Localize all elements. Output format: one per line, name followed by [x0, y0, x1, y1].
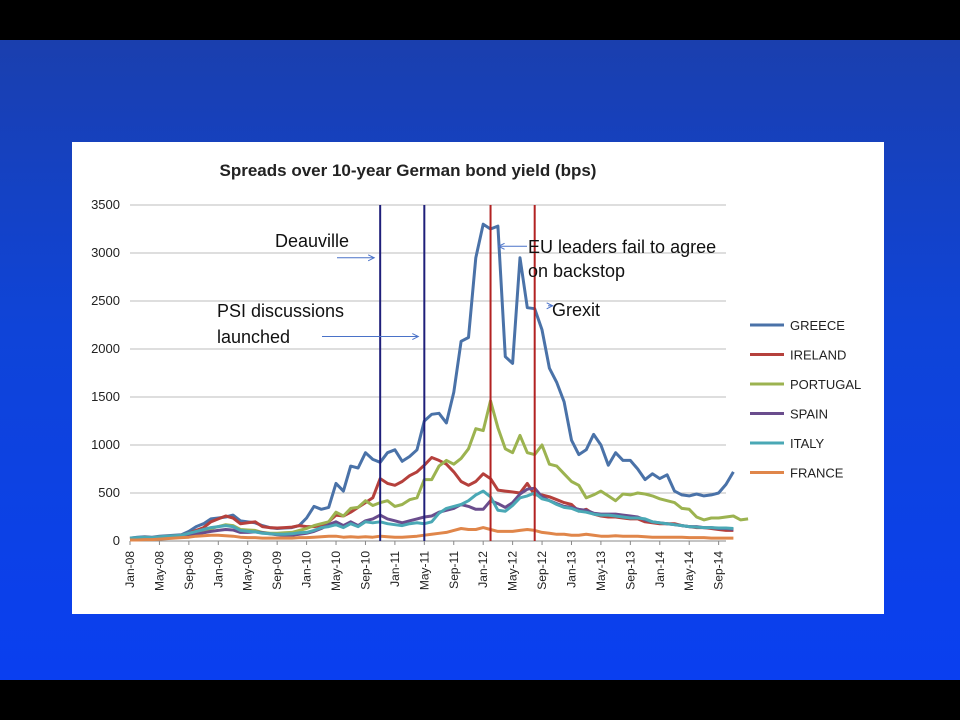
annotation-arrow-psi-head — [412, 333, 420, 340]
x-tick-label: May-10 — [329, 551, 343, 591]
y-tick-label: 2500 — [91, 293, 120, 308]
y-tick-label: 500 — [98, 485, 120, 500]
x-tick-label: Jan-13 — [564, 551, 578, 588]
x-tick-label: Sep-12 — [535, 551, 549, 590]
x-tick-label: Sep-08 — [182, 551, 196, 590]
y-tick-label: 3000 — [91, 245, 120, 260]
x-tick-label: Jan-11 — [388, 551, 402, 587]
x-tick-label: May-08 — [152, 551, 166, 591]
slide-background: Spreads over 10-year German bond yield (… — [0, 40, 960, 680]
x-tick-label: May-14 — [682, 551, 696, 591]
x-tick-label: Jan-12 — [476, 551, 490, 588]
annotation-psi: PSI discussions — [217, 301, 344, 321]
line-chart: Spreads over 10-year German bond yield (… — [91, 161, 861, 591]
annotation-eu-leaders: EU leaders fail to agree — [528, 237, 716, 257]
annotation-arrow-eu-head — [497, 242, 505, 250]
x-tick-label: Sep-11 — [447, 551, 461, 589]
x-tick-label: May-09 — [241, 551, 255, 591]
y-tick-label: 0 — [113, 533, 120, 548]
y-tick-label: 1000 — [91, 437, 120, 452]
legend-label-spain: SPAIN — [790, 407, 828, 422]
x-tick-label: Sep-10 — [358, 551, 372, 590]
chart-title: Spreads over 10-year German bond yield (… — [220, 161, 597, 180]
x-tick-label: May-12 — [506, 551, 520, 591]
y-tick-label: 2000 — [91, 341, 120, 356]
legend-label-italy: ITALY — [790, 436, 825, 451]
annotation-psi-line2: launched — [217, 327, 290, 347]
x-tick-label: May-11 — [417, 551, 431, 590]
series-line-greece — [129, 222, 735, 540]
legend-label-portugal: PORTUGAL — [790, 377, 861, 392]
series-line-italy — [129, 489, 734, 540]
legend-label-greece: GREECE — [790, 318, 845, 333]
annotation-deauville: Deauville — [275, 231, 349, 251]
x-tick-label: Jan-08 — [123, 551, 137, 588]
legend-label-france: FRANCE — [790, 466, 844, 481]
y-tick-label: 1500 — [91, 389, 120, 404]
series-line-spain — [129, 486, 734, 542]
x-tick-label: Sep-09 — [270, 551, 284, 590]
x-tick-label: May-13 — [594, 551, 608, 591]
annotation-eu-leaders-line2: on backstop — [528, 261, 625, 281]
annotation-grexit: Grexit — [552, 300, 600, 320]
x-tick-label: Jan-10 — [300, 551, 314, 588]
x-tick-label: Jan-09 — [211, 551, 225, 588]
x-tick-label: Jan-14 — [653, 551, 667, 588]
series-line-france — [130, 526, 734, 542]
annotation-arrow-deauville-head — [367, 254, 376, 262]
legend-label-ireland: IRELAND — [790, 348, 846, 363]
x-tick-label: Sep-13 — [623, 551, 637, 590]
annotation-arrow-grexit-head — [546, 302, 554, 310]
chart-panel: Spreads over 10-year German bond yield (… — [72, 142, 884, 614]
y-tick-label: 3500 — [91, 197, 120, 212]
x-tick-label: Sep-14 — [712, 551, 726, 590]
